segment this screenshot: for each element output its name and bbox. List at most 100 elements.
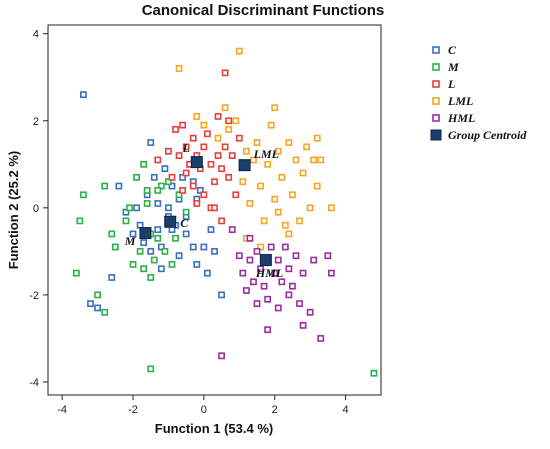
point-lml (278, 173, 286, 181)
x-axis-label: Function 1 (53.4 %) (155, 421, 273, 436)
point-hml (257, 265, 264, 273)
legend-swatch-centroid (430, 129, 442, 141)
centroid-l (190, 156, 203, 169)
point-l (207, 160, 215, 168)
point-c (80, 91, 87, 99)
point-c (157, 243, 165, 251)
point-c (87, 300, 94, 307)
centroid-label-m: M (124, 234, 136, 248)
y-tick-label: 2 (33, 116, 39, 128)
point-m (157, 182, 165, 190)
point-m (147, 274, 155, 281)
point-c (115, 182, 123, 190)
point-hml (285, 265, 293, 273)
point-m (143, 187, 151, 194)
point-m (94, 291, 101, 299)
point-hml (310, 256, 318, 264)
point-m (80, 191, 87, 199)
point-c (200, 243, 208, 251)
point-lml (313, 134, 321, 142)
point-hml (218, 352, 225, 360)
point-lml (225, 126, 233, 133)
point-hml (281, 243, 289, 251)
point-m (101, 308, 109, 316)
point-m (122, 217, 130, 225)
point-lml (303, 143, 311, 151)
point-l (154, 156, 162, 164)
point-m (172, 234, 179, 242)
point-c (150, 173, 158, 181)
point-hml (278, 278, 286, 286)
point-hml (264, 326, 272, 334)
point-lml (175, 65, 183, 72)
point-c (94, 304, 101, 312)
point-m (182, 208, 190, 216)
centroid-label-hml: HML (255, 266, 283, 280)
point-hml (253, 300, 261, 307)
chart-title: Canonical Discriminant Functions (142, 2, 385, 19)
point-m (136, 247, 144, 255)
point-hml (299, 269, 307, 277)
centroid-hml (259, 254, 272, 267)
point-c (154, 200, 162, 207)
legend-label-c: C (448, 43, 457, 57)
point-hml (250, 278, 257, 286)
point-l (175, 152, 183, 159)
point-lml (246, 200, 254, 207)
legend-swatch-hml (432, 114, 440, 122)
point-m (370, 369, 378, 377)
point-l (172, 126, 179, 133)
point-hml (228, 226, 236, 233)
legend-label-l: L (447, 77, 455, 91)
y-tick-label: 4 (33, 29, 39, 41)
point-lml (292, 156, 300, 164)
point-hml (296, 300, 303, 307)
point-lml (232, 117, 240, 125)
point-l (218, 217, 225, 225)
centroid-label-l: L (181, 141, 189, 155)
point-c (147, 247, 155, 255)
legend: CML LML HML Group Centroid (430, 43, 527, 142)
point-hml (264, 295, 272, 303)
point-l (228, 152, 236, 159)
point-l (225, 117, 233, 125)
y-axis-label: Function 2 (25.2 %) (6, 151, 21, 269)
x-tick-label: 0 (201, 404, 207, 416)
y-tick-label: 0 (33, 203, 39, 215)
point-m (140, 265, 148, 273)
point-hml (289, 282, 296, 290)
point-lml (317, 156, 325, 164)
point-m (108, 230, 116, 238)
point-m (111, 243, 119, 251)
point-lml (260, 217, 268, 225)
x-tick-label: 4 (343, 404, 349, 416)
point-l (235, 134, 243, 142)
point-hml (246, 256, 254, 264)
point-lml (214, 134, 222, 142)
point-lml (264, 160, 272, 168)
point-c (108, 274, 116, 281)
point-l (165, 147, 172, 155)
point-lml (299, 169, 307, 177)
point-lml (257, 243, 264, 251)
point-l (179, 187, 187, 194)
point-lml (306, 204, 314, 212)
point-l (211, 178, 218, 186)
point-lml (271, 195, 279, 203)
point-lml (250, 156, 257, 164)
point-m (147, 365, 155, 373)
point-lml (239, 178, 247, 186)
y-tick-label: -2 (29, 290, 39, 302)
point-hml (292, 252, 300, 260)
legend-label-centroid: Group Centroid (448, 128, 527, 142)
point-c (161, 165, 169, 173)
point-l (189, 182, 197, 190)
legend-swatch-c (432, 46, 440, 54)
point-c (122, 208, 130, 216)
point-m (175, 191, 183, 199)
point-lml (253, 139, 261, 146)
point-c (129, 230, 137, 238)
group-centroids: C M L LML HML (124, 141, 283, 280)
point-hml (267, 243, 275, 251)
centroid-label-lml: LML (253, 147, 279, 161)
